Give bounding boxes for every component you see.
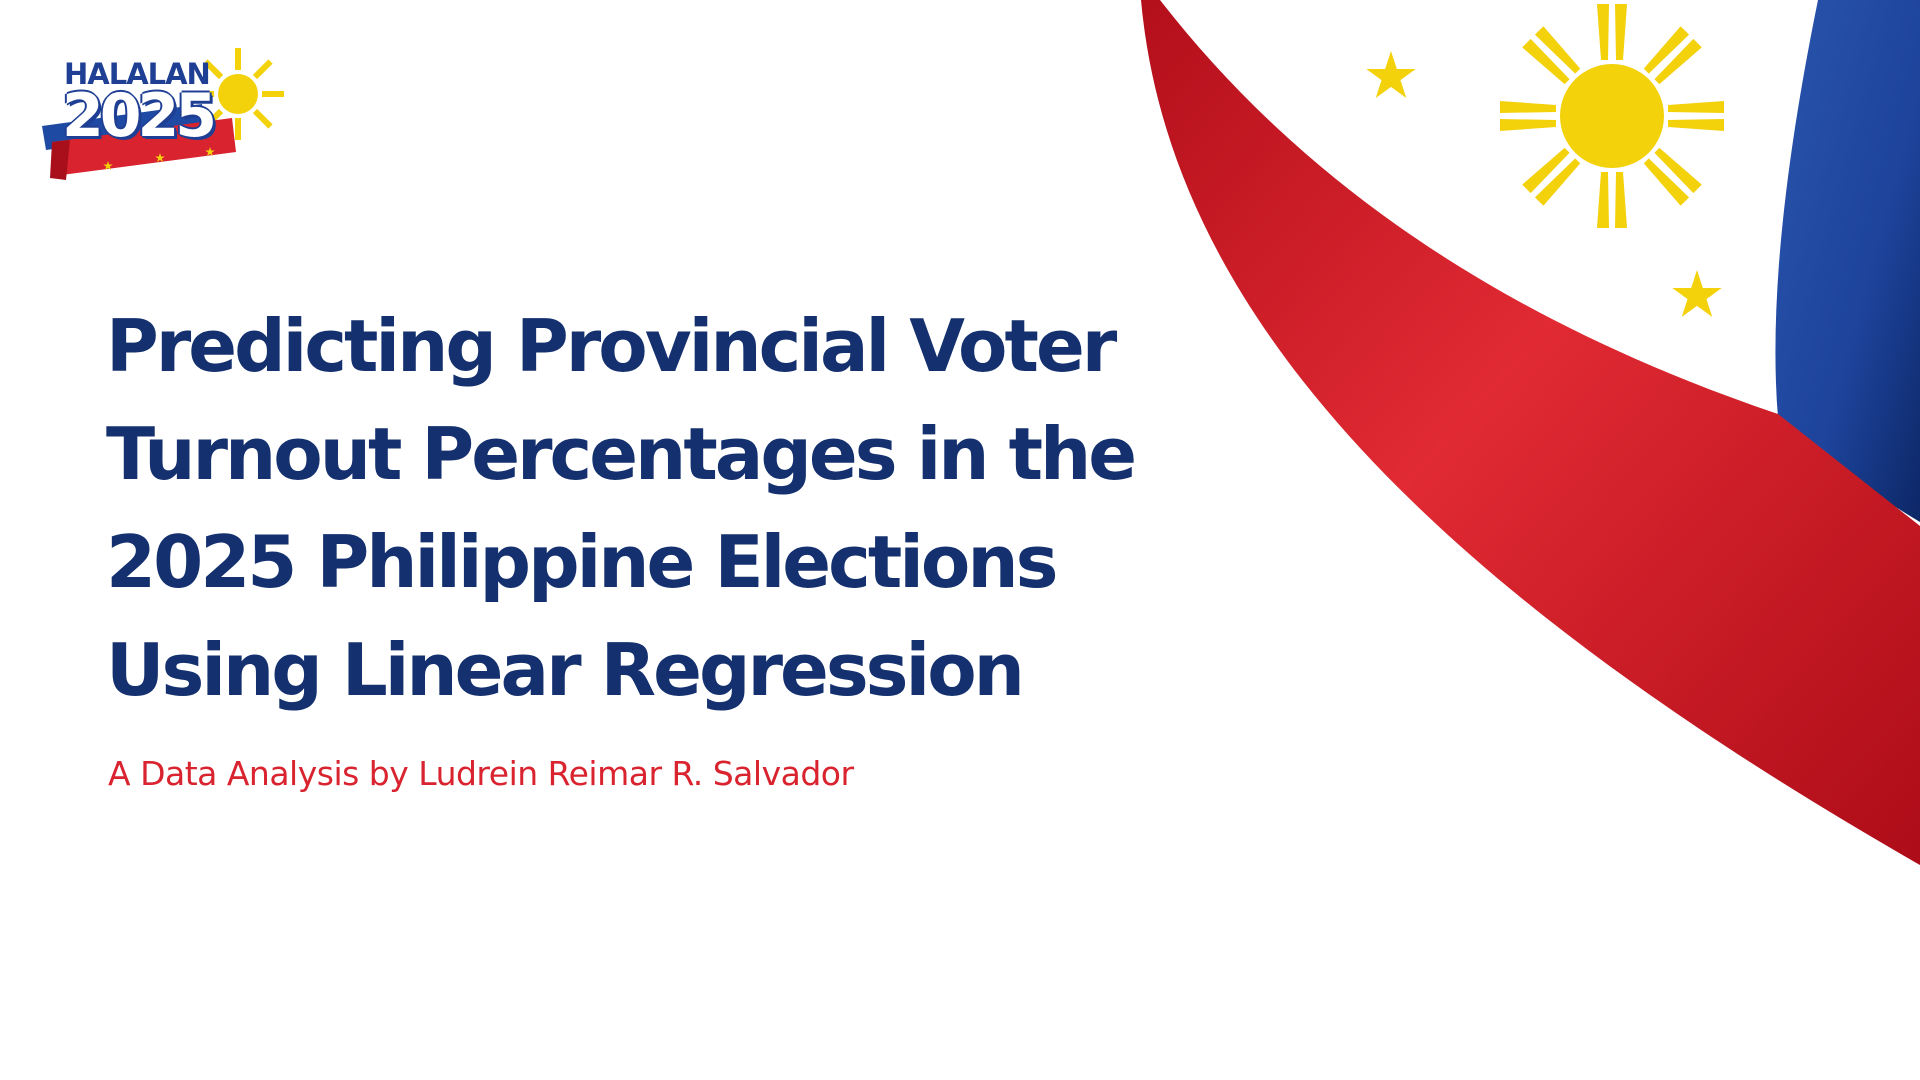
presentation-subtitle: A Data Analysis by Ludrein Reimar R. Sal… (108, 754, 854, 793)
presentation-title: Predicting Provincial Voter Turnout Perc… (106, 304, 1137, 712)
logo-ribbon-red (52, 118, 236, 176)
flag-blue-band (1775, 0, 1920, 522)
star-icon (1672, 270, 1722, 318)
halalan-2025-logo: HALALAN 2025 (42, 46, 290, 190)
logo-word: HALALAN (64, 57, 211, 91)
logo-ribbon-tail (50, 140, 70, 180)
logo-year: 2025 (62, 81, 217, 151)
star-icon (1366, 51, 1416, 99)
sun-icon (1500, 4, 1724, 228)
flag-red-band (1141, 0, 1920, 865)
logo-sun-icon (192, 48, 284, 140)
